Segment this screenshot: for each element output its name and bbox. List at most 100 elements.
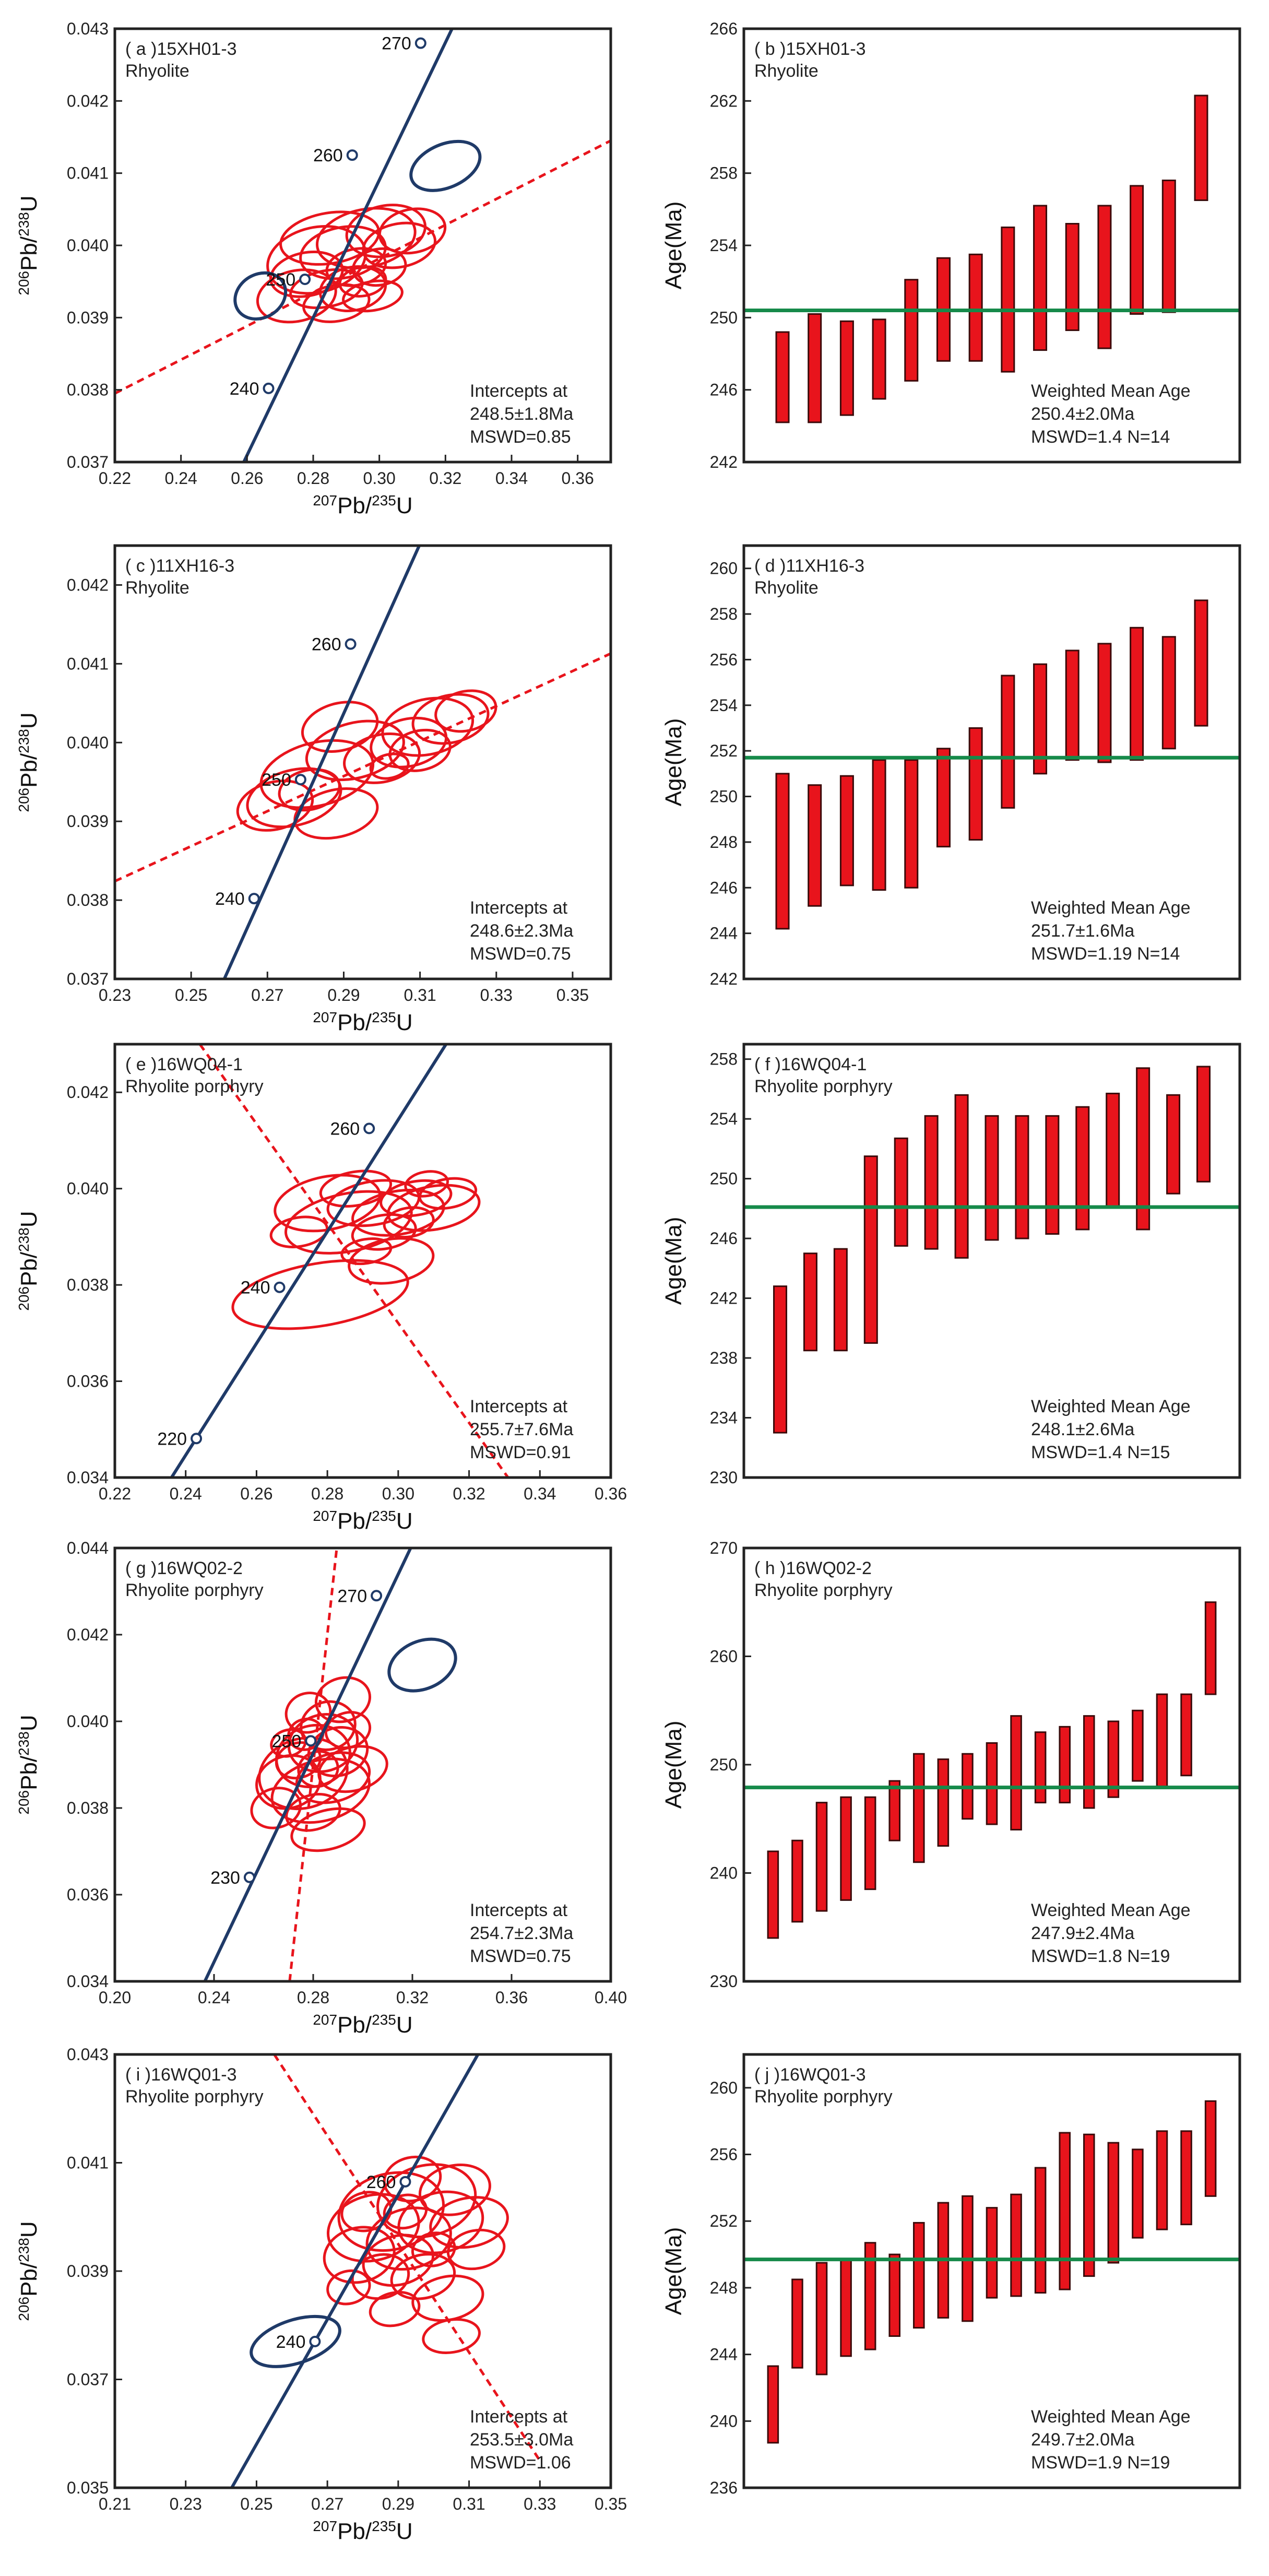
concordia-age-marker xyxy=(263,382,275,394)
age-bar xyxy=(1059,1726,1071,1804)
x-tick-label: 0.24 xyxy=(165,469,197,488)
error-ellipse xyxy=(269,1215,329,1248)
panel-label: ( i )16WQ01-3 xyxy=(125,2065,237,2085)
y-tick-label: 250 xyxy=(710,308,738,327)
annotation-value: 251.7±1.6Ma xyxy=(1031,921,1134,941)
annotation-title: Weighted Mean Age xyxy=(1031,1900,1191,1920)
y-axis-title: 206Pb/238U xyxy=(16,1211,42,1310)
y-tick-label: 0.037 xyxy=(67,2370,109,2389)
axis-title-part: Pb/ xyxy=(337,2012,372,2038)
rock-type-label: Rhyolite porphyry xyxy=(754,2087,893,2107)
axis-title-part: Pb/ xyxy=(16,1755,42,1790)
x-tick-label: 0.34 xyxy=(524,1484,556,1503)
age-bar xyxy=(1194,94,1208,202)
error-ellipse xyxy=(376,2163,477,2239)
error-ellipse xyxy=(418,1177,478,1210)
panel-label: ( f )16WQ04-1 xyxy=(754,1055,867,1074)
panel-label: ( a )15XH01-3 xyxy=(125,39,237,59)
axis-title-part: U xyxy=(396,2519,413,2544)
error-ellipse xyxy=(236,779,314,832)
y-tick-label: 250 xyxy=(710,1169,738,1188)
concordia-curve xyxy=(242,29,454,462)
age-bar xyxy=(913,1753,925,1863)
concordia-age-label: 260 xyxy=(330,1119,360,1139)
annotation-title: Weighted Mean Age xyxy=(1031,381,1191,401)
y-axis-title: Age(Ma) xyxy=(661,1721,686,1809)
age-bar xyxy=(791,2278,803,2369)
y-tick-label: 254 xyxy=(710,236,738,255)
axis-title-part: Pb/ xyxy=(16,1251,42,1286)
y-axis-title: 206Pb/238U xyxy=(16,195,42,295)
error-ellipse xyxy=(274,1174,382,1233)
axis-title-part: 238 xyxy=(16,2238,32,2262)
error-ellipse xyxy=(287,1713,359,1773)
annotation-value: 247.9±2.4Ma xyxy=(1031,1923,1134,1943)
rock-type-label: Rhyolite porphyry xyxy=(125,1077,264,1096)
axis-title-part: U xyxy=(396,2012,413,2038)
x-tick-label: 0.28 xyxy=(297,1988,329,2007)
age-bar xyxy=(775,331,790,423)
error-ellipse xyxy=(383,2155,442,2203)
x-tick-label: 0.31 xyxy=(453,2495,485,2513)
error-ellipse xyxy=(284,1190,413,1255)
y-tick-label: 0.039 xyxy=(67,308,109,327)
axis-title-part: 207 xyxy=(313,2012,337,2028)
concordia-age-label: 240 xyxy=(230,379,259,399)
y-tick-label: 260 xyxy=(710,1647,738,1666)
error-ellipse xyxy=(342,279,404,313)
plot-frame xyxy=(113,27,612,464)
concordia-age-label: 240 xyxy=(215,889,245,909)
y-tick-label: 0.042 xyxy=(67,91,109,110)
axis-title-part: 238 xyxy=(16,1731,32,1756)
concordia-age-marker xyxy=(243,1871,255,1883)
y-tick-label: 0.043 xyxy=(67,2045,109,2064)
y-tick-label: 0.034 xyxy=(67,1972,109,1991)
x-tick-label: 0.27 xyxy=(251,986,283,1005)
y-tick-label: 244 xyxy=(710,2345,738,2364)
age-bar xyxy=(954,1094,969,1259)
concordia-age-label: 260 xyxy=(366,2172,396,2192)
y-tick-label: 0.041 xyxy=(67,164,109,183)
axis-title-part: 207 xyxy=(313,2518,337,2534)
age-bar xyxy=(1010,1715,1022,1830)
axis-title-part: U xyxy=(16,712,42,729)
rock-type-label: Rhyolite porphyry xyxy=(125,2087,264,2107)
annotation-title: Weighted Mean Age xyxy=(1031,2407,1191,2427)
panel-label: ( c )11XH16-3 xyxy=(125,556,234,576)
y-tick-label: 0.037 xyxy=(67,970,109,988)
age-bar xyxy=(1083,2133,1095,2277)
concordia-age-marker xyxy=(399,2176,411,2188)
age-bar xyxy=(863,1155,878,1344)
discordia-line xyxy=(115,652,611,883)
y-tick-label: 0.039 xyxy=(67,812,109,831)
age-bar xyxy=(803,1252,817,1352)
concordia-age-marker xyxy=(371,1590,383,1602)
axis-title-part: 235 xyxy=(372,2518,396,2534)
x-tick-label: 0.32 xyxy=(396,1988,429,2007)
excluded-ellipse xyxy=(387,1637,457,1693)
plot-area-b xyxy=(744,94,1240,423)
x-axis-title: 207Pb/235U xyxy=(313,1508,412,1534)
x-axis-title: 207Pb/235U xyxy=(313,492,412,519)
x-tick-label: 0.32 xyxy=(453,1484,485,1503)
y-tick-label: 246 xyxy=(710,878,738,897)
y-tick-label: 0.035 xyxy=(67,2478,109,2497)
age-bar xyxy=(1033,205,1048,351)
error-ellipse xyxy=(429,2196,509,2249)
error-ellipse xyxy=(351,1213,417,1251)
plot-frame xyxy=(113,1546,612,1983)
age-bar xyxy=(767,2365,779,2444)
age-bar xyxy=(1107,2142,1120,2264)
y-tick-label: 0.036 xyxy=(67,1372,109,1391)
error-ellipse xyxy=(388,728,452,772)
error-ellipse xyxy=(446,2228,506,2271)
y-tick-label: 252 xyxy=(710,741,738,760)
age-bar xyxy=(773,1285,788,1434)
y-tick-label: 254 xyxy=(710,696,738,715)
concordia-age-label: 250 xyxy=(262,770,291,790)
x-tick-label: 0.36 xyxy=(562,469,594,488)
annotation-value: MSWD=1.06 xyxy=(470,2453,571,2473)
axis-title-part: 206 xyxy=(16,271,32,296)
age-bar xyxy=(985,1115,999,1241)
y-tick-label: 0.040 xyxy=(67,1179,109,1198)
